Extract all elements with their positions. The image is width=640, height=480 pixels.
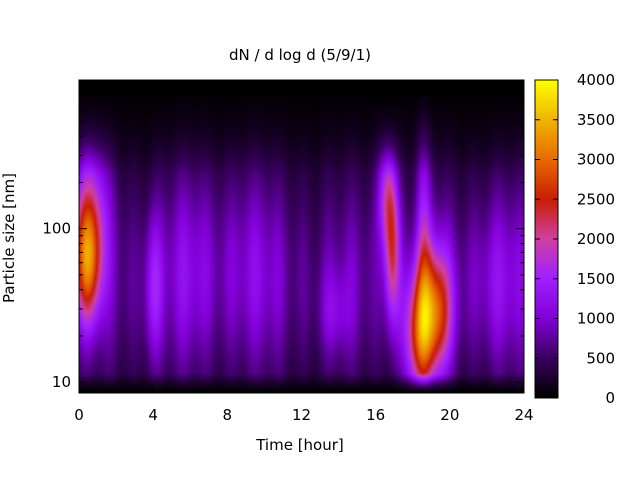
colorbar-tick-label: 0: [605, 389, 615, 407]
colorbar-tick-label: 3000: [577, 151, 615, 169]
colorbar-ticks: 0 500 1000 1500 2000 2500 3000 3500 4000: [535, 71, 615, 407]
y-ticks: 10 100: [42, 81, 524, 391]
heatmap-image: [79, 80, 524, 393]
x-tick-label: 16: [366, 406, 385, 424]
colorbar-gradient: [535, 80, 558, 398]
x-axis-label: Time [hour]: [255, 436, 344, 454]
x-ticks: 0 4 8 12 16 20 24: [74, 80, 534, 424]
x-tick-label: 4: [148, 406, 158, 424]
x-tick-label: 0: [74, 406, 84, 424]
colorbar-tick-label: 2000: [577, 230, 615, 248]
y-tick-label: 10: [52, 373, 71, 391]
colorbar-tick-label: 4000: [577, 71, 615, 89]
x-tick-label: 8: [223, 406, 233, 424]
colorbar-tick-label: 1500: [577, 270, 615, 288]
colorbar-tick-label: 2500: [577, 190, 615, 208]
colorbar-tick-label: 1000: [577, 310, 615, 328]
colorbar-tick-label: 3500: [577, 111, 615, 129]
y-tick-label: 100: [42, 220, 71, 238]
x-tick-label: 20: [440, 406, 459, 424]
colorbar: 0 500 1000 1500 2000 2500 3000 3500 4000: [534, 71, 615, 407]
y-axis-label: Particle size [nm]: [0, 173, 18, 303]
plot-area: [79, 80, 524, 393]
x-tick-label: 12: [292, 406, 311, 424]
colorbar-tick-label: 500: [586, 349, 615, 367]
x-tick-label: 24: [514, 406, 533, 424]
chart-title: dN / d log d (5/9/1): [229, 46, 371, 64]
